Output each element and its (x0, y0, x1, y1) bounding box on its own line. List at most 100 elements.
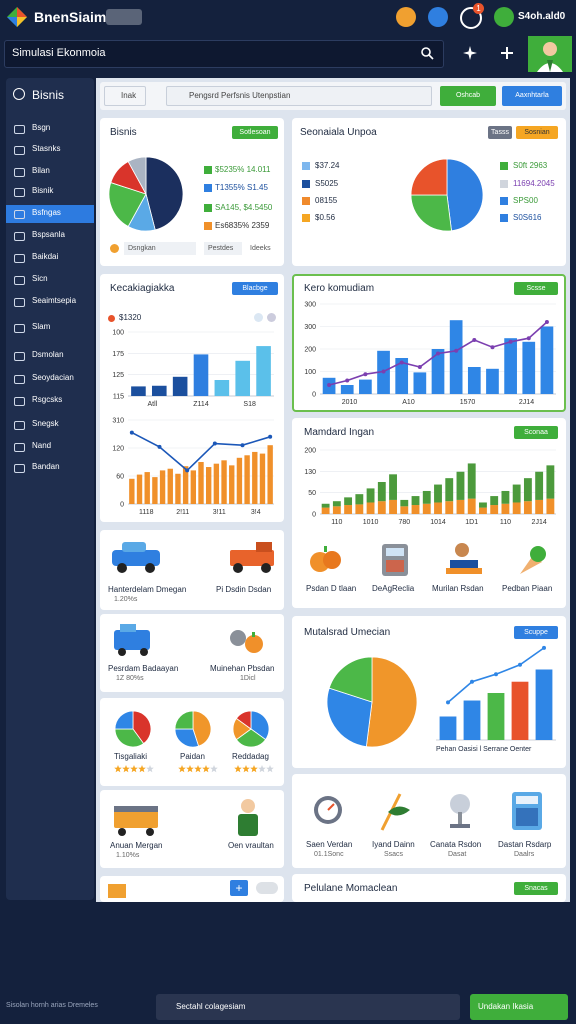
bar (235, 360, 251, 396)
y-tick-label: 300 (304, 302, 316, 309)
star (138, 765, 146, 773)
line-point (508, 339, 513, 344)
bar-segment (400, 506, 409, 514)
combo-chart: 310 120 60 0 1118 2!11 3!11 3!4 (112, 418, 274, 516)
card-title: Muinehan Pbsdan (210, 664, 275, 673)
button[interactable]: Tasss (488, 126, 512, 139)
bar (129, 478, 135, 504)
bar-segment (445, 478, 454, 502)
sidebar-item[interactable]: Slam (32, 322, 51, 331)
bar (144, 472, 150, 504)
sidebar-item[interactable]: Stasnks (32, 144, 61, 153)
legend-swatch (204, 204, 212, 212)
bar-segment (400, 499, 409, 507)
toggle[interactable] (256, 882, 278, 894)
sidebar-item[interactable]: Bspsanla (32, 230, 65, 239)
sidebar-item[interactable]: Seaimtsepia (32, 296, 77, 305)
user-name[interactable]: S4oh.ald0 (518, 11, 566, 22)
service-icons (314, 792, 542, 831)
pie-slice (174, 728, 200, 748)
panel-title: Bisnis (110, 127, 137, 138)
user-icon[interactable] (494, 7, 514, 27)
footer-chip[interactable]: Ideeks (250, 245, 271, 252)
bar (486, 368, 499, 394)
add-button[interactable]: + (230, 880, 248, 896)
toolbar-search[interactable]: Pengsrd Perfsnis Utenpstian (166, 86, 432, 106)
line-point (129, 430, 134, 435)
search-bar[interactable] (4, 40, 444, 68)
panel (292, 274, 566, 412)
sidebar-item[interactable]: Bandan (32, 462, 60, 471)
line-point (518, 662, 522, 667)
sidebar-item[interactable]: Bsgn (32, 123, 51, 132)
line-point (240, 443, 245, 448)
bar-segment (344, 497, 353, 506)
toggle[interactable] (254, 313, 263, 322)
bar (236, 457, 243, 504)
footer-chip[interactable]: Dsngkan (124, 242, 196, 255)
bar-segment (479, 507, 487, 514)
bar (244, 455, 250, 504)
bar-segment (366, 502, 375, 514)
bar (267, 445, 273, 504)
sidebar-item[interactable]: Rsgcsks (32, 395, 63, 404)
footer-chip[interactable]: Pestdes (204, 242, 242, 255)
sidebar-item[interactable]: Seoydacian (32, 373, 74, 382)
card-title: Pesrdam Badaayan (108, 664, 179, 673)
y-tick-label: 200 (304, 347, 316, 354)
pie-slice (328, 656, 373, 703)
legend-label: $37.24 (315, 161, 340, 170)
button[interactable]: Scuppe (514, 626, 558, 639)
legend-swatch (204, 184, 212, 192)
sidebar-item[interactable]: Snegsk (32, 419, 59, 428)
line-point (472, 338, 477, 342)
avatar[interactable] (528, 36, 572, 72)
sidebar-item[interactable]: Baikdai (32, 252, 59, 261)
add-icon[interactable] (500, 46, 514, 60)
button[interactable]: Oshcab (440, 86, 496, 106)
sidebar-item[interactable]: Sicn (32, 274, 48, 283)
sidebar-item[interactable]: Bsfngas (32, 208, 61, 217)
line-point (268, 434, 273, 439)
line-point (436, 351, 440, 356)
legend-label: $0.56 (315, 213, 336, 222)
bar (151, 385, 167, 396)
line (131, 431, 271, 472)
button[interactable]: Scsse (514, 282, 558, 295)
filter[interactable]: Inak (104, 86, 146, 106)
bar-segment (523, 501, 532, 514)
badge[interactable] (106, 9, 142, 25)
sidebar-item[interactable]: Bilan (32, 166, 50, 175)
button[interactable]: Blacbge (232, 282, 278, 295)
x-tick-label: 1118 (139, 509, 154, 516)
coin-icon[interactable] (396, 7, 416, 27)
legend-swatch (204, 166, 212, 174)
sidebar-item[interactable]: Nand (32, 441, 52, 450)
x-tick-label: 110 (331, 519, 342, 526)
send-button[interactable]: Undakan Ikasia (470, 994, 568, 1020)
chat-input[interactable]: Sectahl colagesiam (156, 994, 460, 1020)
star (130, 765, 138, 773)
line-point (185, 468, 190, 473)
x-tick-label: 1570 (460, 399, 476, 406)
button[interactable]: Aaxnhtarla (502, 86, 562, 106)
button[interactable]: Sosnian (516, 126, 558, 139)
sidebar-item[interactable]: Bisnik (32, 186, 54, 195)
item-icon (14, 421, 25, 430)
notification-icon[interactable] (460, 7, 482, 29)
logo (7, 7, 27, 27)
card[interactable] (100, 876, 284, 902)
card-sub: 1.20%s (114, 596, 138, 603)
search-icon[interactable] (420, 46, 434, 60)
bar (259, 453, 266, 504)
toggle[interactable] (267, 313, 276, 322)
pie-slice (365, 656, 418, 748)
button[interactable]: Snacas (514, 882, 558, 895)
x-tick-label: 1010 (363, 519, 379, 526)
button[interactable]: Sconaa (514, 426, 558, 439)
sidebar-item[interactable]: Dsmolan (32, 350, 64, 359)
sparkle-icon[interactable] (462, 45, 478, 61)
button[interactable]: Sotlesoan (232, 126, 278, 139)
settings-icon[interactable] (428, 7, 448, 27)
bar-segment (490, 496, 499, 506)
